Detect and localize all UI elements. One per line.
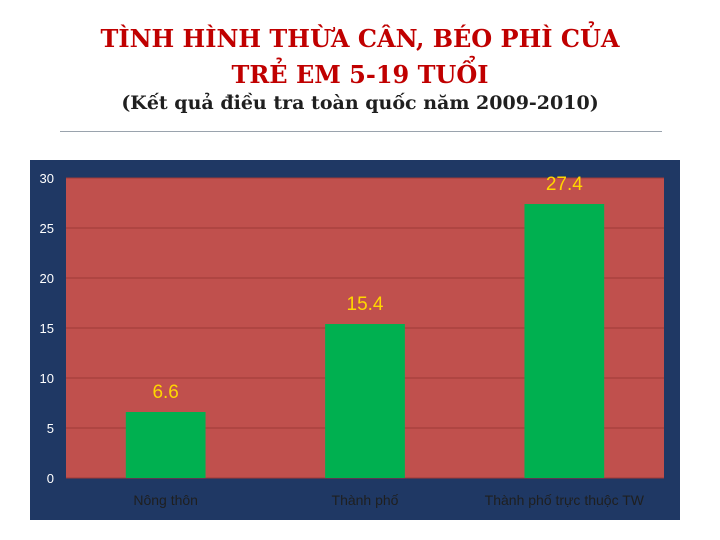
- y-tick-label: 25: [40, 221, 54, 236]
- bar-value-label: 15.4: [347, 294, 384, 315]
- bar-value-label: 27.4: [546, 174, 583, 195]
- x-category-label: Nông thôn: [133, 492, 198, 508]
- y-tick-label: 0: [47, 471, 54, 486]
- bar: [524, 204, 605, 478]
- y-tick-label: 10: [40, 371, 54, 386]
- category-labels: Nông thôn Thành phố Thành phố trực thuộc T…: [133, 492, 644, 508]
- y-tick-label: 15: [40, 321, 54, 336]
- x-category-label: Thành phố trực thuộc TW: [485, 492, 645, 508]
- title-divider: [60, 131, 662, 132]
- chart-title-line-1: TÌNH HÌNH THỪA CÂN, BÉO PHÌ CỦA: [100, 24, 620, 53]
- bar: [125, 412, 206, 478]
- chart-title-line-2: TRẺ EM 5-19 TUỔI: [231, 60, 489, 89]
- y-tick-label: 20: [40, 271, 54, 286]
- y-tick-label: 30: [40, 171, 54, 186]
- bars: [125, 204, 605, 478]
- bar-value-label: 6.6: [152, 382, 178, 403]
- y-axis-ticks: 0 5 10 15 20 25 30: [40, 171, 54, 486]
- y-tick-label: 5: [47, 421, 54, 436]
- chart-subtitle: (Kết quả điều tra toàn quốc năm 2009-201…: [121, 92, 599, 114]
- bar-chart: 0 5 10 15 20 25 30 6.6 15.4 27.4 Nông thôn Thành …: [30, 160, 680, 520]
- value-labels: 6.6 15.4 27.4: [152, 174, 583, 403]
- bar: [325, 324, 405, 478]
- x-category-label: Thành phố: [332, 492, 399, 508]
